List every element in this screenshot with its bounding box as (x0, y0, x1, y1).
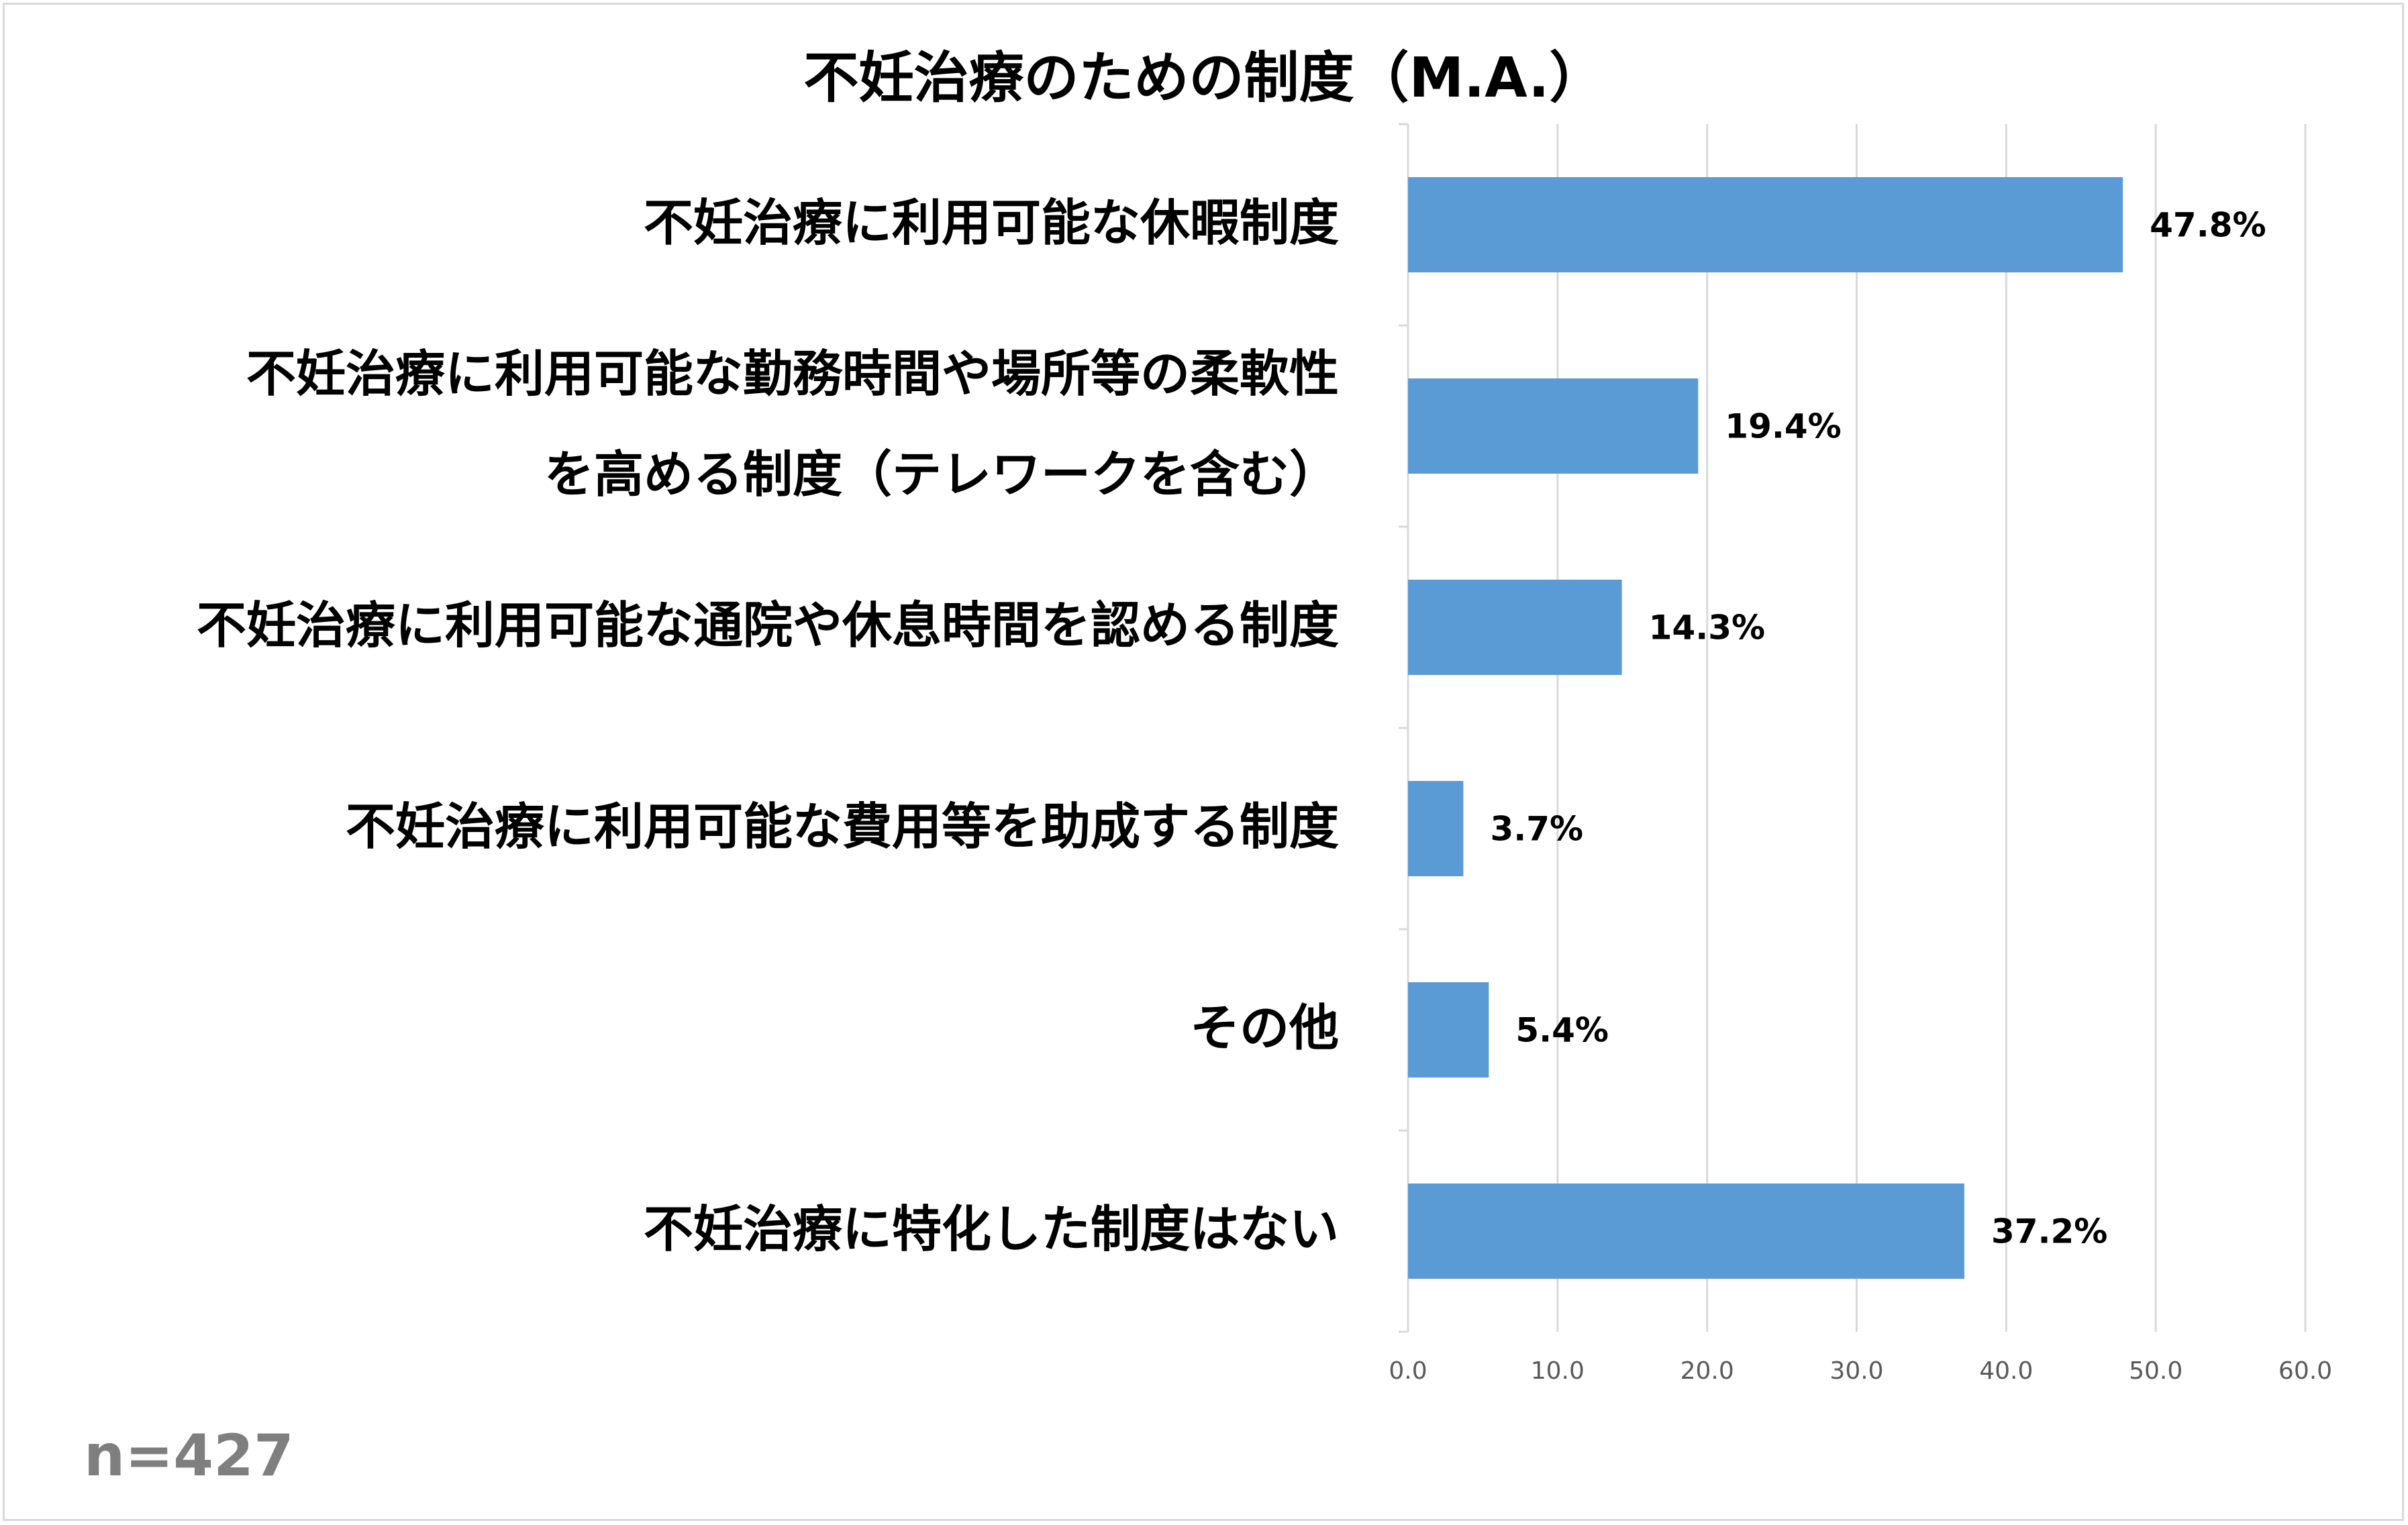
data-label: 5.4% (1515, 1011, 1609, 1050)
bar (1408, 1184, 1964, 1279)
category-label: 不妊治療に利用可能な通院や休息時間を認める制度 (197, 597, 1339, 655)
bar (1408, 580, 1622, 675)
x-tick-label: 40.0 (1979, 1357, 2033, 1385)
data-label: 3.7% (1490, 810, 1583, 849)
category-label: 不妊治療に利用可能な勤務時間や場所等の柔軟性 (246, 346, 1339, 403)
x-tick-label: 30.0 (1829, 1357, 1883, 1385)
data-label: 37.2% (1991, 1212, 2107, 1251)
category-label: その他 (1190, 1000, 1339, 1057)
chart-title: 不妊治療のための制度（M.A.） (803, 46, 1605, 110)
bar (1408, 378, 1699, 474)
x-tick-label: 20.0 (1680, 1357, 1734, 1385)
x-tick-label: 0.0 (1389, 1357, 1427, 1385)
category-label: を高める制度（テレワークを含む） (544, 446, 1339, 504)
x-tick-label: 10.0 (1531, 1357, 1585, 1385)
category-label: 不妊治療に利用可能な休暇制度 (644, 195, 1339, 252)
x-tick-label: 50.0 (2129, 1357, 2183, 1385)
bar (1408, 177, 2123, 272)
sample-size-note: n=427 (84, 1422, 294, 1489)
data-label: 14.3% (1649, 609, 1765, 647)
bar (1408, 982, 1489, 1077)
category-label: 不妊治療に利用可能な費用等を助成する制度 (346, 798, 1339, 856)
category-label: 不妊治療に特化した制度はない (644, 1201, 1339, 1259)
data-label: 47.8% (2150, 206, 2266, 245)
bar (1408, 781, 1464, 876)
x-tick-label: 60.0 (2278, 1357, 2332, 1385)
data-label: 19.4% (1725, 407, 1841, 446)
